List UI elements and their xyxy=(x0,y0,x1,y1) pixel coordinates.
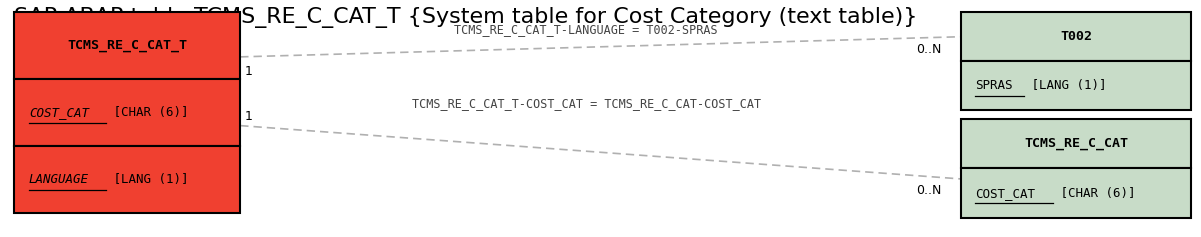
Bar xyxy=(14,146,240,213)
Bar xyxy=(961,61,1191,110)
Text: 0..N: 0..N xyxy=(916,43,942,56)
Text: COST_CAT: COST_CAT xyxy=(29,106,89,119)
Text: COST_CAT: COST_CAT xyxy=(975,187,1035,200)
Text: TCMS_RE_C_CAT: TCMS_RE_C_CAT xyxy=(1024,137,1128,150)
Text: T002: T002 xyxy=(1060,30,1092,43)
Text: TCMS_RE_C_CAT_T-LANGUAGE = T002-SPRAS: TCMS_RE_C_CAT_T-LANGUAGE = T002-SPRAS xyxy=(454,23,718,36)
Bar xyxy=(961,12,1191,61)
Text: TCMS_RE_C_CAT_T-COST_CAT = TCMS_RE_C_CAT-COST_CAT: TCMS_RE_C_CAT_T-COST_CAT = TCMS_RE_C_CAT… xyxy=(412,97,760,109)
Text: 0..N: 0..N xyxy=(916,184,942,197)
Text: 1: 1 xyxy=(245,65,253,77)
Text: 1: 1 xyxy=(245,110,253,123)
Bar xyxy=(14,79,240,146)
Text: SAP ABAP table TCMS_RE_C_CAT_T {System table for Cost Category (text table)}: SAP ABAP table TCMS_RE_C_CAT_T {System t… xyxy=(14,7,918,28)
Text: SPRAS: SPRAS xyxy=(975,79,1012,92)
Text: TCMS_RE_C_CAT_T: TCMS_RE_C_CAT_T xyxy=(67,39,187,52)
Text: [CHAR (6)]: [CHAR (6)] xyxy=(106,106,189,119)
Text: [LANG (1)]: [LANG (1)] xyxy=(106,173,189,186)
Text: [LANG (1)]: [LANG (1)] xyxy=(1023,79,1106,92)
Text: LANGUAGE: LANGUAGE xyxy=(29,173,89,186)
Bar xyxy=(14,12,240,79)
Bar xyxy=(961,118,1191,168)
Text: [CHAR (6)]: [CHAR (6)] xyxy=(1052,187,1135,200)
Bar xyxy=(961,168,1191,218)
